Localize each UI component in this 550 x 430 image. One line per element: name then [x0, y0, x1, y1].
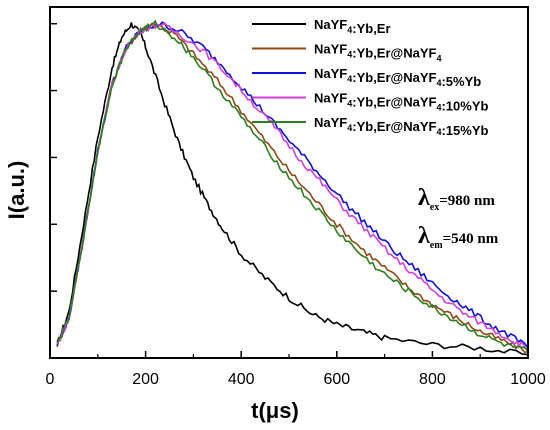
- x-axis-title-main: t: [251, 398, 259, 423]
- x-tick-label: 200: [132, 371, 159, 388]
- legend: NaYF4:Yb,ErNaYF4:Yb,Er@NaYF4NaYF4:Yb,Er@…: [252, 17, 488, 138]
- series-line-3: [56, 21, 529, 349]
- y-axis-ticks: [50, 22, 57, 292]
- wavelength-annotations: λex=980 nm λem=540 nm: [418, 185, 499, 251]
- legend-label-2: NaYF4:Yb,Er@NaYF4: [314, 42, 441, 64]
- annotation-ex: λex=980 nm: [418, 185, 495, 213]
- series-line-1: [56, 22, 529, 356]
- x-tick-label: 800: [419, 371, 446, 388]
- x-axis-title: t(μs): [251, 398, 299, 423]
- x-tick-label: 1000: [510, 371, 546, 388]
- series-lines: [56, 19, 529, 356]
- x-tick-label: 600: [323, 371, 350, 388]
- x-axis-tick-labels: 0 200 400 600 800 1000: [46, 371, 546, 388]
- annotation-em: λem=540 nm: [418, 223, 499, 251]
- legend-label-4: NaYF4:Yb,Er@NaYF4:10%Yb: [314, 91, 488, 114]
- y-axis-title: I(a.u.): [4, 161, 29, 220]
- series-line-5: [56, 19, 529, 352]
- legend-label-3: NaYF4:Yb,Er@NaYF4:5%Yb: [314, 66, 481, 89]
- x-tick-label: 0: [46, 371, 55, 388]
- x-axis-ticks: [49, 351, 529, 358]
- legend-label-5: NaYF4:Yb,Er@NaYF4:15%Yb: [314, 115, 488, 138]
- legend-label-1: NaYF4:Yb,Er: [314, 17, 391, 36]
- x-axis-title-unit: (μs): [258, 398, 298, 423]
- x-tick-label: 400: [228, 371, 255, 388]
